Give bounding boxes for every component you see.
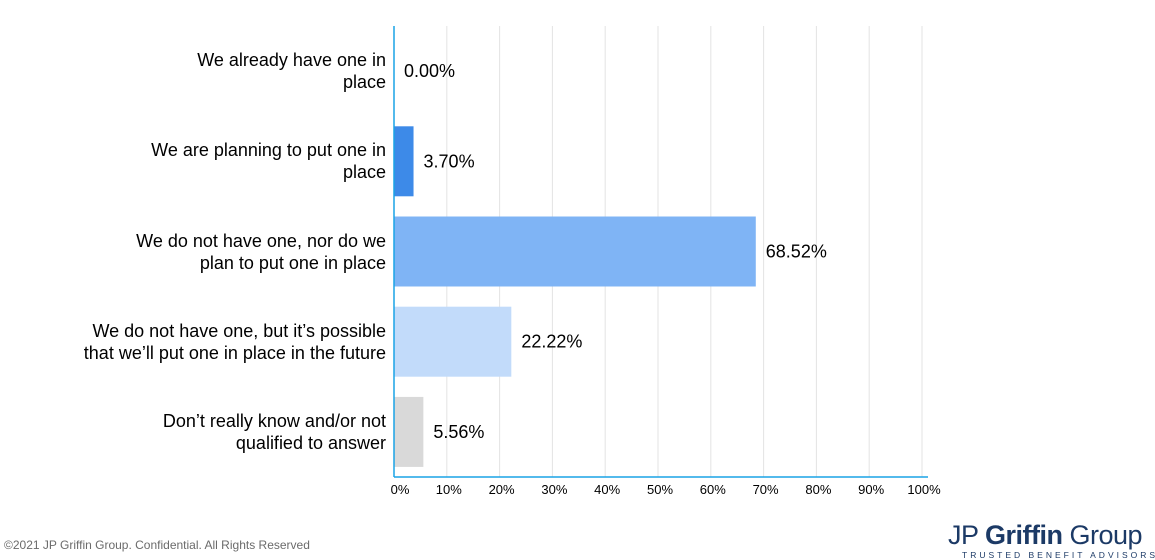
bar — [394, 216, 756, 287]
category-label-line: qualified to answer — [235, 432, 386, 453]
logo-tagline: TRUSTED BENEFIT ADVISORS — [962, 550, 1155, 560]
logo-bold: Griffin — [985, 520, 1063, 550]
x-tick-label: 80% — [805, 482, 831, 497]
x-tick-label: 70% — [753, 482, 779, 497]
bar-value-label: 3.70% — [424, 151, 475, 171]
category-label-line: We do not have one, but it’s possible — [92, 320, 386, 341]
category-label-line: Don’t really know and/or not — [162, 410, 386, 431]
logo-prefix: JP — [948, 520, 986, 550]
bar-value-label: 5.56% — [433, 422, 484, 442]
x-tick-label: 40% — [594, 482, 620, 497]
category-label: We are planning to put one in place — [46, 139, 386, 183]
x-tick-label: 0% — [391, 482, 410, 497]
x-tick-label: 50% — [647, 482, 673, 497]
x-tick-label: 30% — [541, 482, 567, 497]
copyright-footer: ©2021 JP Griffin Group. Confidential. Al… — [4, 538, 310, 552]
bar — [394, 126, 414, 197]
logo-wordmark: JP Griffin Group — [948, 520, 1143, 550]
category-label-line: We already have one in — [197, 50, 386, 71]
x-tick-label: 10% — [436, 482, 462, 497]
bar-value-label: 0.00% — [404, 61, 455, 81]
category-label-line: place — [342, 72, 386, 93]
category-label: We do not have one, nor do we plan to put… — [46, 230, 386, 274]
bar-value-label: 22.22% — [521, 332, 582, 352]
logo-suffix: Group — [1062, 520, 1143, 550]
x-tick-label: 90% — [858, 482, 884, 497]
category-label-line: that we’ll put one in place in the futur… — [83, 342, 386, 363]
x-tick-label: 20% — [489, 482, 515, 497]
category-label: Don’t really know and/or not qualified to… — [46, 410, 386, 454]
x-tick-label: 60% — [700, 482, 726, 497]
bar — [394, 396, 424, 467]
category-label: We do not have one, but it’s possible tha… — [46, 320, 386, 364]
bar — [394, 306, 512, 377]
category-label-line: plan to put one in place — [199, 252, 386, 273]
category-label: We already have one in place — [46, 49, 386, 93]
x-tick-label: 100% — [907, 482, 941, 497]
bar-value-label: 68.52% — [766, 242, 827, 262]
category-label-line: place — [342, 162, 386, 183]
category-label-line: We are planning to put one in — [151, 140, 386, 161]
company-logo: JP Griffin Group TRUSTED BENEFIT ADVISOR… — [948, 520, 1155, 560]
category-label-line: We do not have one, nor do we — [136, 230, 386, 251]
